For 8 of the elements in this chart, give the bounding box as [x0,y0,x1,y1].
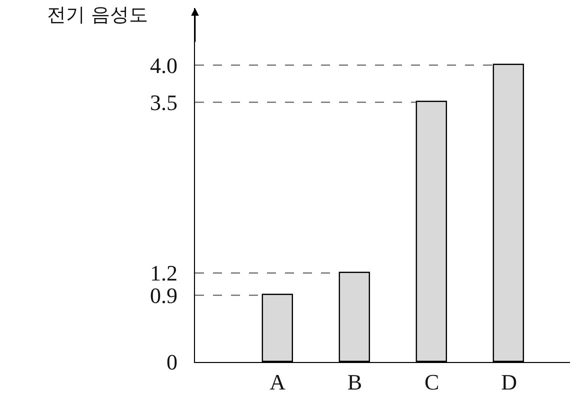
x-tick-label: C [424,370,440,395]
x-tick-label: D [501,370,517,395]
x-tick-label: B [347,370,362,395]
x-tick-label: A [270,370,286,395]
y-tick-label: 3.5 [150,90,178,115]
y-tick-label: 4.0 [150,52,178,78]
y-axis-title: 전기 음성도 [47,4,148,26]
y-tick-label: 0 [166,350,178,375]
